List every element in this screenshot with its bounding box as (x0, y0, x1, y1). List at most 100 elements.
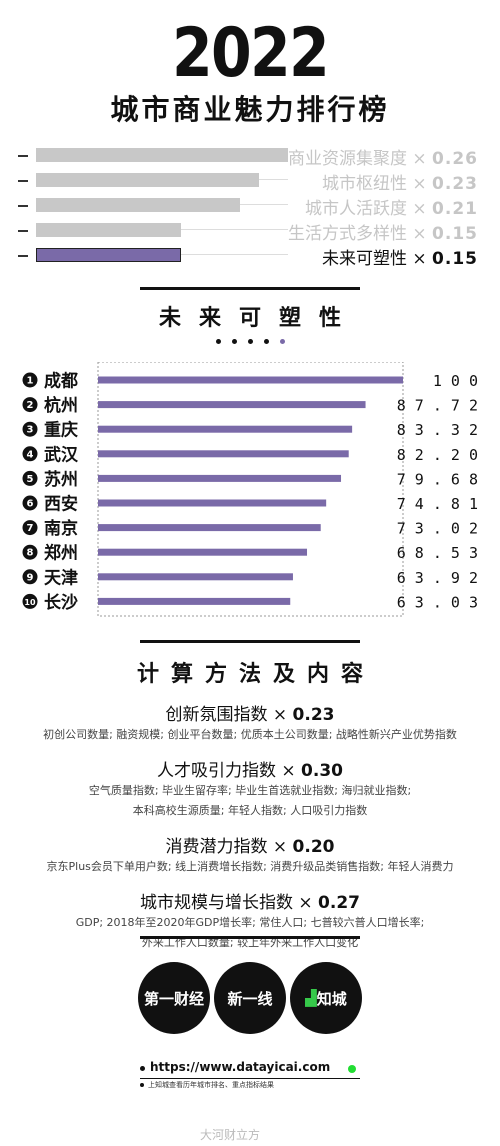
value-label: 7 9 . 6 8 (397, 470, 478, 488)
rank-number: 6 (27, 499, 34, 510)
weight-name: 城市人活跃度 × (304, 199, 433, 219)
value-bar (98, 474, 342, 482)
rank-badge (22, 470, 38, 486)
page-dot (264, 339, 269, 344)
method-weight: 0.30 (301, 761, 343, 781)
weight-value: 0.15 (432, 249, 478, 269)
rank-number: 5 (27, 474, 34, 485)
method-name: 消费潜力指数 × (165, 837, 293, 857)
logo-yicai-text: 第一财经 (143, 989, 204, 1008)
bullet-icon (140, 1066, 145, 1071)
page-dot (216, 339, 221, 344)
method-weight: 0.20 (292, 837, 335, 857)
weight-bar (36, 223, 181, 237)
method-description: GDP; 2018年至2020年GDP增长率; 常住人口; 七普较六普人口增长率… (75, 916, 425, 929)
dash-icon (18, 155, 28, 157)
method-title: 消费潜力指数 × 0.20 (0, 832, 500, 857)
value-bar (98, 597, 291, 605)
weight-label: 城市人活跃度 × 0.21 (305, 194, 478, 219)
method-title: 城市规模与增长指数 × 0.27 (0, 888, 500, 913)
website-link-row[interactable]: https://www.datayicai.com (140, 1060, 360, 1079)
rank-badge (22, 397, 38, 413)
method-title: 创新氛围指数 × 0.23 (0, 700, 500, 725)
logo-rising-lab: 新一线 (214, 962, 286, 1034)
rank-number: 2 (27, 400, 34, 411)
weight-name: 生活方式多样性 × (287, 224, 433, 244)
weight-label: 城市枢纽性 × 0.23 (322, 169, 478, 194)
value-label: 1 0 0 (433, 372, 478, 390)
ranking-chart: 1 成都 1 0 0 2 杭州 8 7 . 7 2 3 重庆 8 3 . 3 2 4 武汉 8 2 .… (22, 362, 478, 617)
page-dot (232, 339, 237, 344)
value-label: 6 3 . 0 3 (397, 593, 478, 611)
method-name: 人才吸引力指数 × (156, 761, 302, 781)
city-label: 郑州 (44, 543, 78, 564)
dash-icon (18, 205, 28, 207)
divider-top (140, 287, 360, 290)
logo-zhicheng-text: 知城 (316, 989, 347, 1008)
rank-badge (22, 544, 38, 560)
weight-bar (36, 248, 181, 262)
method-description: 外来工作人口数量; 较上年外来工作人口变化 (141, 936, 359, 949)
footer-note-text: 上知城查看历年城市排名、重点指标结果 (148, 1081, 274, 1089)
value-bar (98, 425, 353, 433)
weight-row: 城市人活跃度 × 0.21 (0, 194, 500, 219)
weight-value: 0.23 (432, 174, 478, 194)
city-label: 成都 (44, 371, 78, 392)
method-title: 人才吸引力指数 × 0.30 (0, 756, 500, 781)
value-label: 7 3 . 0 2 (397, 520, 478, 538)
method-description: 初创公司数量; 融资规模; 创业平台数量; 优质本土公司数量; 战略性新兴产业优… (43, 728, 457, 741)
logo-zhicheng-mark: ▟ (305, 989, 317, 1007)
weight-label: 商业资源集聚度 × 0.26 (288, 144, 478, 169)
bullet-icon (140, 1083, 144, 1087)
value-bar (98, 450, 349, 458)
weight-row: 商业资源集聚度 × 0.26 (0, 144, 500, 169)
weight-value: 0.26 (432, 149, 478, 169)
green-dot-icon (348, 1065, 356, 1073)
dash-icon (18, 230, 28, 232)
logo-rising-lab-text: 新一线 (227, 989, 273, 1008)
rank-badge (22, 569, 38, 585)
rank-badge (22, 421, 38, 437)
value-bar (98, 376, 403, 384)
weight-label: 生活方式多样性 × 0.15 (288, 219, 478, 244)
value-label: 7 4 . 8 1 (397, 495, 478, 513)
logo-yicai: 第一财经 (138, 962, 210, 1034)
rank-badge (22, 593, 38, 609)
value-label: 6 3 . 9 2 (397, 569, 478, 587)
dash-icon (18, 255, 28, 257)
page-dot-active (280, 339, 285, 344)
watermark: 大河财立方 (200, 1128, 261, 1142)
value-label: 8 7 . 7 2 (397, 397, 478, 415)
year-heading: 2022 (172, 14, 330, 93)
weight-name: 未来可塑性 × (321, 249, 433, 269)
rank-number: 3 (27, 425, 34, 436)
weight-row: 未来可塑性 × 0.15 (0, 244, 500, 269)
city-label: 西安 (44, 494, 78, 515)
method-description: 京东Plus会员下单用户数; 线上消费增长指数; 消费升级品类销售指数; 年轻人… (46, 860, 454, 873)
rank-badge (22, 446, 38, 462)
weight-bar (36, 173, 259, 187)
value-label: 8 2 . 2 0 (397, 446, 478, 464)
website-link[interactable]: https://www.datayicai.com (150, 1060, 331, 1074)
method-description: 本科高校生源质量; 年轻人指数; 人口吸引力指数 (132, 804, 368, 817)
weight-bar (36, 148, 288, 162)
page-dot (248, 339, 253, 344)
value-bar (98, 548, 308, 556)
weight-value: 0.15 (432, 224, 478, 244)
page-title: 城市商业魅力排行榜 (110, 93, 390, 126)
value-bar (98, 499, 327, 507)
value-bar (98, 573, 293, 581)
section-title: 未来可塑性 (158, 306, 359, 331)
city-label: 武汉 (44, 444, 79, 465)
methods-title: 计算方法及内容 (136, 662, 375, 687)
city-label: 天津 (44, 567, 78, 588)
rank-number: 1 (27, 376, 34, 387)
city-label: 苏州 (44, 469, 78, 490)
city-label: 杭州 (44, 395, 78, 416)
rank-number: 7 (27, 523, 34, 534)
method-name: 创新氛围指数 × (165, 705, 293, 725)
footer-note: 上知城查看历年城市排名、重点指标结果 (140, 1080, 274, 1090)
rank-number: 8 (27, 548, 34, 559)
method-weight: 0.27 (318, 893, 360, 913)
rank-number: 4 (27, 449, 34, 460)
